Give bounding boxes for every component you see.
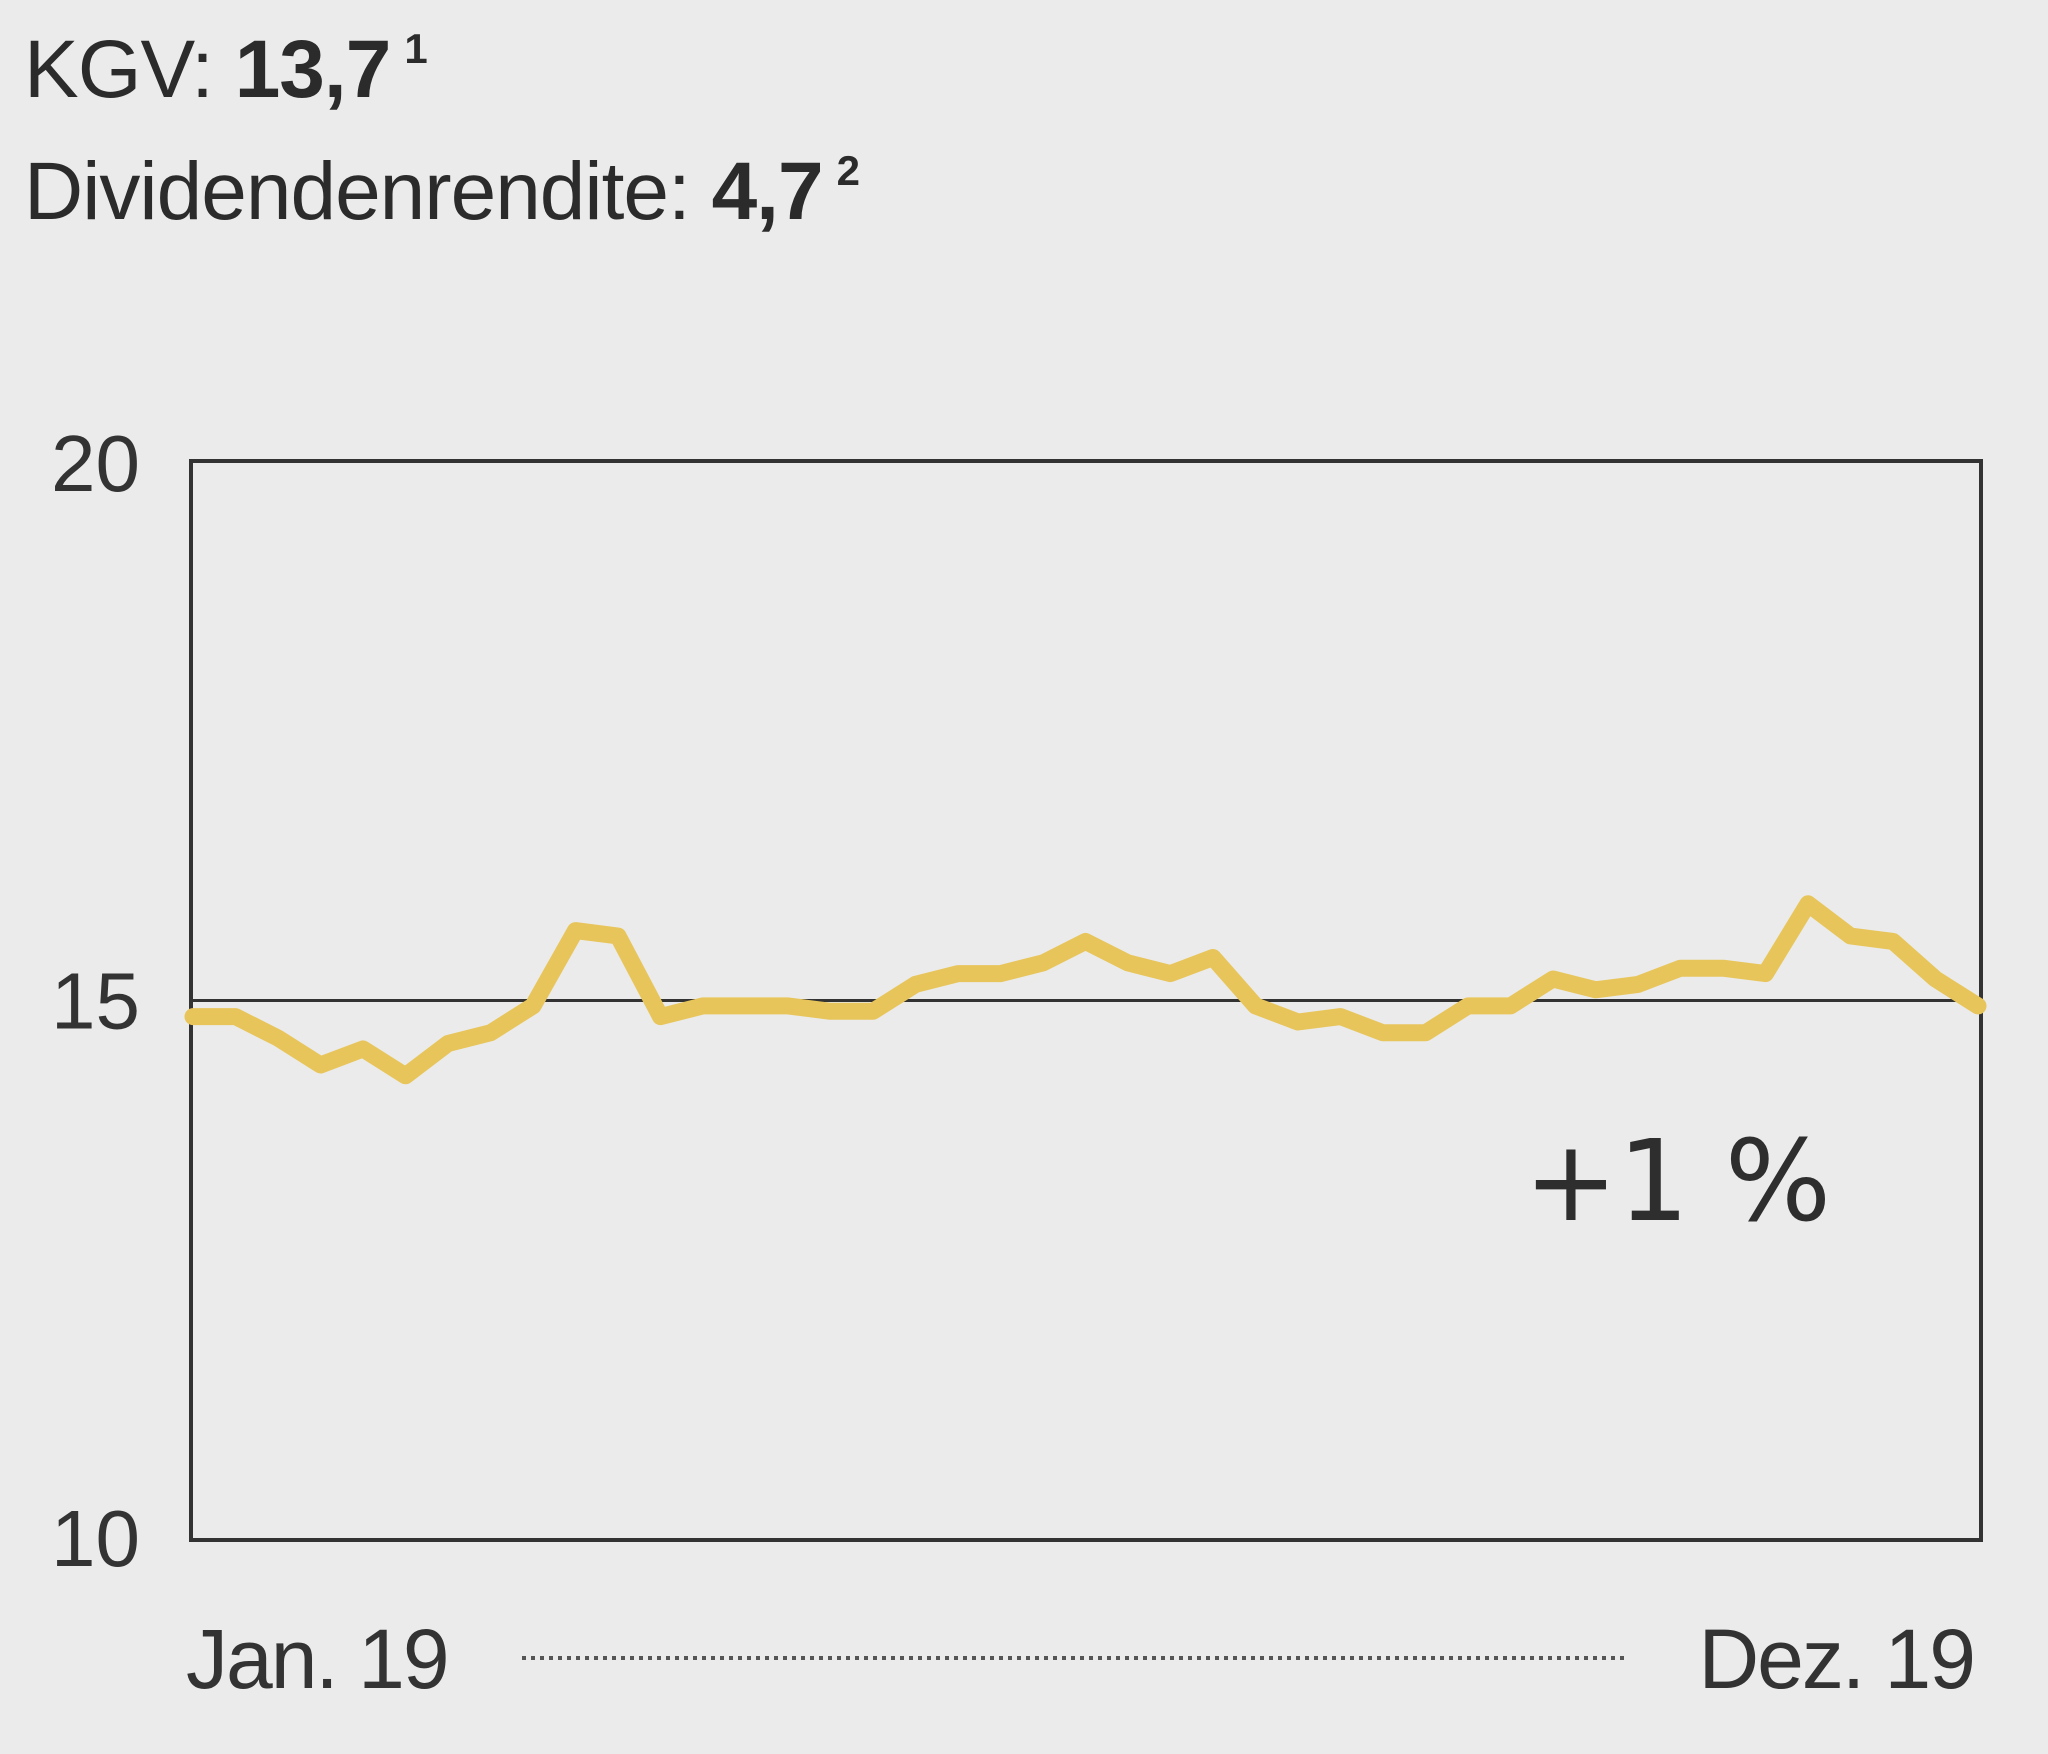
y-tick-label-10: 10 (51, 1494, 140, 1583)
dividend-value: 4,7 (711, 146, 824, 237)
dividend-label: Dividendenrendite: (24, 146, 712, 237)
price-series-line (184, 895, 1987, 1085)
x-label-start: Jan. 19 (186, 1612, 448, 1706)
kgv-label: KGV: (24, 24, 235, 115)
kgv-footnote: 1 (404, 25, 427, 72)
change-annotation: +1 % (1524, 1117, 1831, 1247)
y-axis-ticks: 20 15 10 (51, 419, 140, 1583)
kgv-value: 13,7 (234, 24, 392, 115)
dividend-footnote: 2 (836, 147, 860, 194)
dividend-line: Dividendenrendite: 4,7 2 (24, 147, 860, 272)
y-tick-label-15: 15 (51, 957, 140, 1046)
y-tick-label-20: 20 (51, 419, 140, 508)
x-label-end: Dez. 19 (1699, 1612, 1975, 1706)
kgv-line: KGV: 13,7 1 (24, 28, 859, 150)
stats-block: KGV: 13,7 1 Dividendenrendite: 4,7 2 (24, 28, 860, 272)
